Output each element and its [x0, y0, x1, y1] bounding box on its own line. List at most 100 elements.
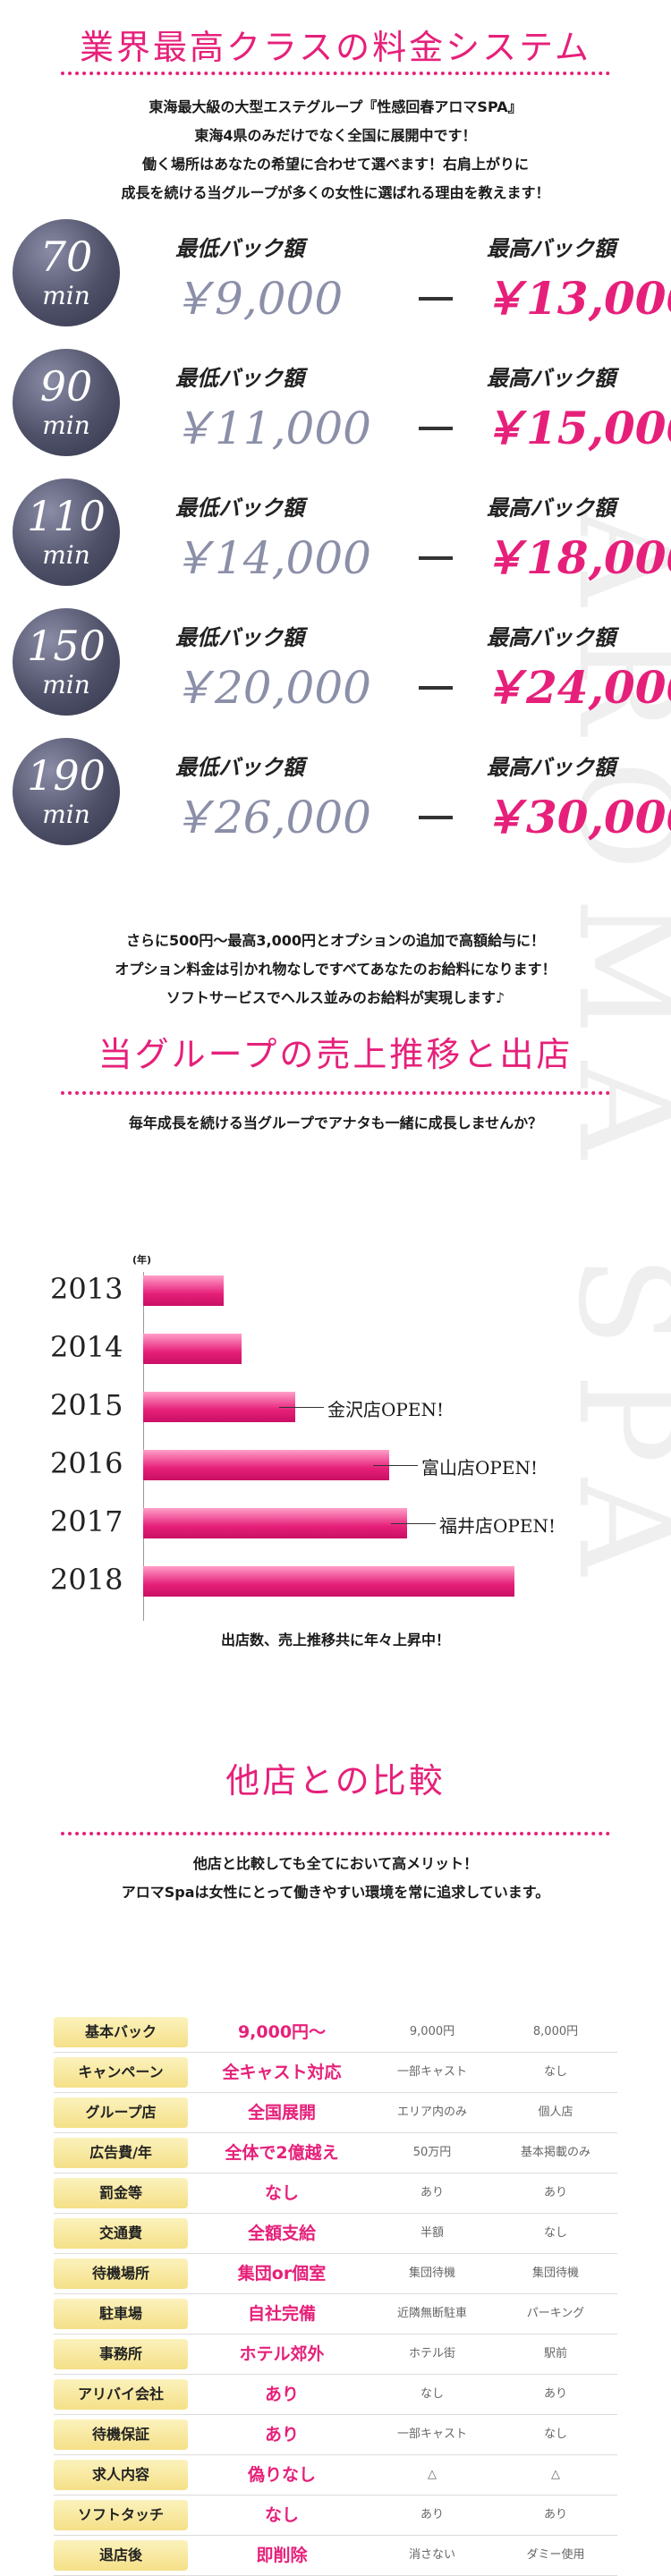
min-back-amount: ￥20,000 [170, 662, 371, 714]
our-store-value: なし [264, 2505, 299, 2525]
store-opening-annotation: 富山店OPEN! [421, 1457, 538, 1479]
comparison-label: ソフトタッチ [54, 2500, 188, 2530]
our-store-value: ホテル郊外 [239, 2344, 325, 2364]
other-store-b-value: なし [543, 2226, 567, 2240]
comparison-row: ソフトタッチ なし あり あり [54, 2496, 617, 2536]
comparison-row: 罰金等 なし あり あり [54, 2174, 617, 2214]
comparison-label: 基本バック [54, 2017, 188, 2047]
other-store-b-value: あり [543, 2387, 567, 2401]
growth-bar-2015 [143, 1392, 295, 1422]
pricing-note-line: さらに500円～最高3,000円とオプションの追加で高額給与に！ [125, 932, 545, 949]
growth-title: 当グループの売上推移と出店 [98, 1035, 573, 1074]
year-unit-label: (年) [132, 1254, 152, 1266]
other-store-a-value: 半額 [420, 2226, 444, 2240]
other-store-b-value: 8,000円 [532, 2025, 579, 2038]
comparison-row: 基本バック 9,000円～ 9,000円 8,000円 [54, 2012, 617, 2053]
our-store-value: 集団or個室 [237, 2264, 327, 2284]
price-row-70: 70 min 最低バック額 最高バック額 ￥9,000 ￥13,000 [0, 215, 671, 335]
other-store-a-value: あり [420, 2508, 444, 2521]
comparison-label: 交通費 [54, 2218, 188, 2249]
comparison-row: 求人内容 偽りなし △ △ [54, 2455, 617, 2496]
other-store-a-value: 一部キャスト [396, 2065, 467, 2079]
our-store-value: 全キャスト対応 [222, 2063, 342, 2082]
growth-bar-2016 [143, 1450, 389, 1480]
other-store-b-value: あり [543, 2186, 567, 2199]
our-store-value: 即削除 [256, 2546, 308, 2565]
max-back-amount: ￥24,000 [481, 661, 671, 714]
year-label: 2015 [50, 1388, 123, 1422]
growth-bar-2013 [143, 1275, 224, 1306]
other-store-b-value: ダミー使用 [526, 2548, 585, 2562]
price-row-90: 90 min 最低バック額 最高バック額 ￥11,000 ￥15,000 [0, 344, 671, 464]
duration-badge: 150 min [13, 608, 120, 716]
other-store-a-value: あり [420, 2186, 444, 2199]
comparison-title: 他店との比較 [225, 1761, 446, 1801]
max-back-amount: ￥18,000 [481, 531, 671, 584]
duration-minutes: 190 [27, 751, 106, 800]
duration-minutes: 110 [27, 492, 106, 540]
other-store-b-value: 集団待機 [531, 2267, 579, 2280]
range-dash [419, 556, 453, 560]
comparison-label: 求人内容 [54, 2460, 188, 2490]
pricing-note-line: オプション料金は引かれ物なしですべてあなたのお給料になります！ [115, 961, 556, 978]
other-store-b-value: 個人店 [538, 2106, 573, 2119]
duration-badge: 70 min [13, 219, 120, 326]
comparison-label: キャンペーン [54, 2057, 188, 2088]
comparison-row: グループ店 全国展開 エリア内のみ 個人店 [54, 2093, 617, 2133]
duration-unit: min [42, 540, 90, 570]
min-back-label: 最低バック額 [175, 365, 304, 391]
pricing-intro-line: 東海最大級の大型エステグループ『性感回春アロマSPA』 [149, 98, 522, 115]
our-store-value: あり [264, 2425, 299, 2445]
other-store-b-value: △ [551, 2468, 560, 2481]
comparison-row: 待機保証 あり 一部キャスト なし [54, 2415, 617, 2455]
annotation-line [373, 1465, 418, 1466]
duration-badge: 90 min [13, 349, 120, 456]
comparison-table: 基本バック 9,000円～ 9,000円 8,000円 キャンペーン 全キャスト対応 一部キ… [54, 2012, 617, 2576]
comparison-label: 駐車場 [54, 2299, 188, 2329]
comparison-row: 待機場所 集団or個室 集団待機 集団待機 [54, 2254, 617, 2294]
comparison-intro: 他店と比較しても全てにおいて高メリット！ アロマSpaは女性にとって働きやすい環… [0, 1850, 671, 1907]
comparison-title-divider [61, 1832, 610, 1835]
annotation-line [391, 1523, 436, 1524]
min-back-label: 最低バック額 [175, 754, 304, 780]
comparison-label: アリバイ会社 [54, 2379, 188, 2410]
other-store-a-value: 50万円 [412, 2146, 452, 2159]
price-row-190: 190 min 最低バック額 最高バック額 ￥26,000 ￥30,000 [0, 733, 671, 853]
comparison-label: グループ店 [54, 2097, 188, 2128]
year-label: 2018 [50, 1563, 123, 1597]
duration-unit: min [42, 670, 90, 699]
other-store-a-value: ホテル街 [408, 2347, 455, 2360]
pricing-note-line: ソフトサービスでヘルス並みのお給料が実現します♪ [166, 989, 505, 1006]
growth-title-divider [61, 1091, 610, 1095]
duration-unit: min [42, 800, 90, 829]
duration-minutes: 90 [39, 362, 93, 411]
other-store-b-value: なし [543, 2065, 567, 2079]
comparison-row: 退店後 即削除 消さない ダミー使用 [54, 2536, 617, 2576]
min-back-label: 最低バック額 [175, 235, 304, 261]
our-store-value: なし [264, 2183, 299, 2203]
our-store-value: 9,000円～ [237, 2022, 327, 2042]
other-store-a-value: 一部キャスト [396, 2428, 467, 2441]
growth-chart-caption: 出店数、売上推移共に年々上昇中！ [220, 1631, 450, 1648]
duration-minutes: 150 [27, 622, 106, 670]
growth-bar-2014 [143, 1334, 242, 1364]
price-row-110: 110 min 最低バック額 最高バック額 ￥14,000 ￥18,000 [0, 474, 671, 594]
other-store-b-value: あり [543, 2508, 567, 2521]
price-row-150: 150 min 最低バック額 最高バック額 ￥20,000 ￥24,000 [0, 604, 671, 724]
max-back-label: 最高バック額 [487, 754, 616, 780]
our-store-value: 全額支給 [247, 2224, 316, 2243]
year-label: 2016 [50, 1446, 123, 1480]
min-back-amount: ￥26,000 [170, 792, 371, 843]
our-store-value: 全国展開 [247, 2103, 316, 2123]
max-back-amount: ￥30,000 [481, 791, 671, 843]
chart-axis [143, 1272, 144, 1621]
max-back-label: 最高バック額 [487, 624, 616, 650]
other-store-a-value: 9,000円 [409, 2025, 455, 2038]
duration-unit: min [42, 411, 90, 440]
duration-unit: min [42, 281, 90, 310]
comparison-label: 待機場所 [54, 2258, 188, 2289]
other-store-b-value: 基本掲載のみ [520, 2146, 590, 2159]
growth-subtitle-line: 毎年成長を続ける当グループでアナタも一緒に成長しませんか？ [128, 1114, 543, 1131]
our-store-value: 全体で2億越え [225, 2143, 339, 2163]
max-back-label: 最高バック額 [487, 495, 616, 521]
